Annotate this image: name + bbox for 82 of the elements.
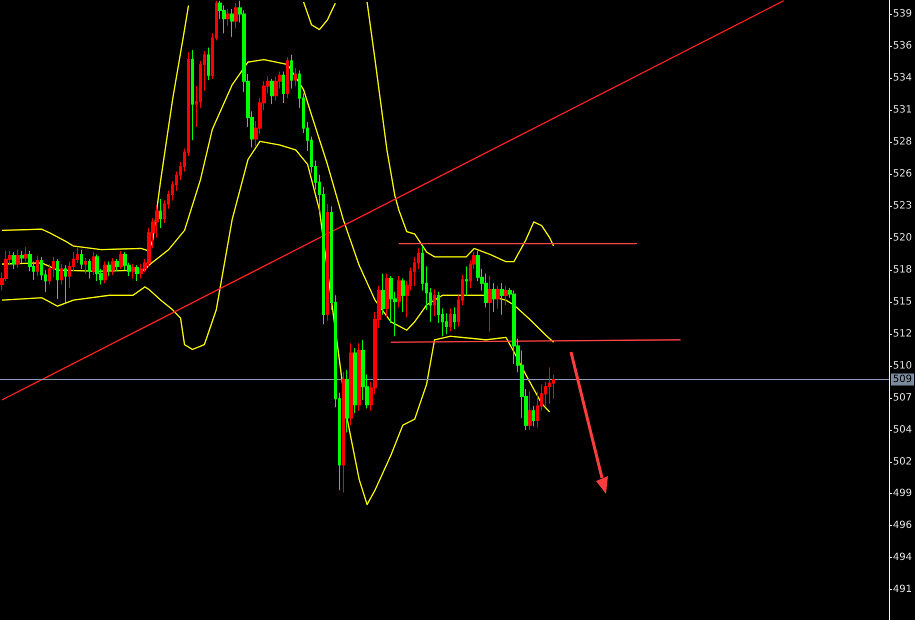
candlestick — [20, 250, 24, 264]
candlestick — [528, 391, 532, 431]
candlestick — [207, 47, 210, 81]
candlestick — [230, 8, 234, 38]
ref-line-label: 509 — [892, 374, 912, 386]
candlestick — [64, 264, 67, 304]
y-tick-label: 536 — [892, 40, 912, 52]
candlestick — [234, 2, 238, 29]
candlestick — [36, 255, 39, 277]
y-tick-label: 502 — [892, 456, 912, 468]
candlestick — [107, 261, 111, 277]
candlestick — [88, 258, 91, 279]
candlestick — [353, 348, 357, 414]
candlestick — [274, 76, 278, 102]
y-tick-label: 539 — [892, 8, 912, 20]
y-tick-label: 528 — [892, 136, 912, 148]
candlestick — [84, 258, 87, 274]
candlestick — [484, 273, 488, 308]
candlestick — [16, 249, 20, 268]
y-tick-label: 526 — [892, 168, 912, 180]
candlestick — [349, 342, 353, 426]
candlestick — [12, 252, 16, 270]
y-tick-label: 496 — [892, 520, 912, 532]
candlestick — [397, 276, 401, 308]
line-series — [366, 1, 554, 262]
y-tick-label: 494 — [892, 552, 912, 564]
candlestick — [80, 249, 83, 270]
candlestick — [294, 68, 297, 87]
candlestick — [500, 282, 504, 316]
candlestick — [326, 203, 329, 322]
candlestick — [92, 252, 95, 276]
y-tick-label: 499 — [892, 488, 912, 500]
y-tick-label: 491 — [892, 584, 912, 596]
candlestick — [433, 288, 436, 316]
candlestick — [226, 8, 230, 26]
candlestick — [103, 261, 107, 284]
line-series — [1, 4, 190, 252]
candlestick — [135, 264, 139, 282]
candlestick — [488, 276, 492, 332]
y-tick-label: 515 — [892, 296, 912, 308]
y-tick-label: 504 — [892, 424, 912, 436]
candlestick — [342, 372, 345, 494]
candlestick — [492, 282, 496, 313]
candlestick — [95, 254, 99, 282]
y-tick-label: 523 — [892, 200, 912, 212]
candlestick — [119, 250, 123, 270]
candlestick — [345, 369, 349, 433]
candlestick — [191, 50, 194, 141]
candlestick — [286, 56, 289, 99]
candlestick — [115, 258, 119, 272]
candlestick — [548, 366, 551, 404]
candlestick — [24, 246, 28, 262]
candlestick — [111, 258, 115, 276]
candlestick — [453, 306, 456, 330]
candlestick — [449, 308, 452, 332]
candlestick — [381, 273, 385, 316]
candlestick — [445, 312, 448, 334]
candlestick — [139, 264, 143, 279]
candlestick — [282, 71, 285, 104]
candlestick — [532, 405, 535, 427]
candlestick — [60, 264, 63, 286]
candlestick — [465, 266, 468, 296]
candlestick — [159, 198, 162, 228]
candlestick — [385, 273, 389, 318]
y-tick-label: 518 — [892, 264, 912, 276]
y-tick-label: 512 — [892, 328, 912, 340]
line-series — [1, 140, 550, 506]
line-series — [302, 1, 336, 30]
candlestick — [357, 342, 361, 412]
y-tick-label: 531 — [892, 104, 912, 116]
candlestick — [56, 258, 59, 300]
candlestick — [401, 278, 405, 313]
candlestick — [290, 54, 293, 90]
candlestick — [131, 264, 135, 279]
y-tick-label: 520 — [892, 232, 912, 244]
candlestick — [504, 285, 508, 306]
candlestick — [270, 78, 274, 105]
y-tick-label: 534 — [892, 72, 912, 84]
y-tick-label: 507 — [892, 392, 912, 404]
candlestick — [496, 285, 500, 310]
y-tick-label: 510 — [892, 360, 912, 372]
line-series — [1, 58, 554, 343]
